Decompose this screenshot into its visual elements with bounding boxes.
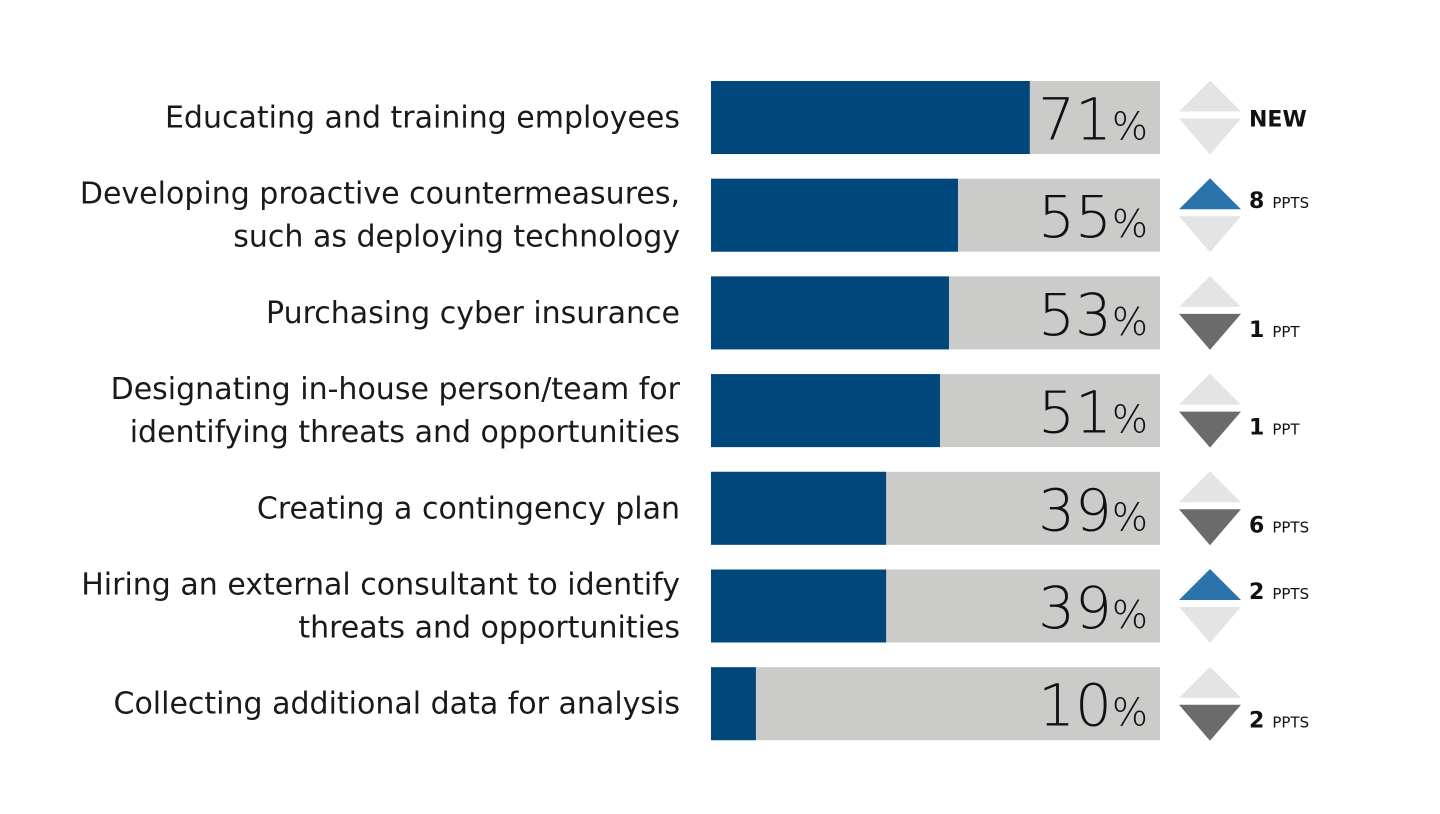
up-arrow-icon bbox=[1179, 275, 1241, 307]
data-label-number: 55 bbox=[1038, 183, 1112, 251]
data-label-number: 39 bbox=[1038, 476, 1112, 544]
up-arrow-icon bbox=[1179, 471, 1241, 503]
bar bbox=[711, 471, 887, 545]
data-label: 53% bbox=[1038, 281, 1148, 349]
data-label: 55% bbox=[1038, 183, 1148, 251]
data-label-number: 10 bbox=[1038, 672, 1112, 740]
change-label: 2 PPTS bbox=[1249, 580, 1309, 605]
change-label: 2 PPTS bbox=[1249, 709, 1309, 734]
down-arrow-icon bbox=[1179, 216, 1241, 253]
data-label-number: 39 bbox=[1038, 574, 1112, 642]
data-label: 39% bbox=[1038, 476, 1148, 544]
data-label-number: 71 bbox=[1038, 86, 1112, 154]
category-label: such as deploying technology bbox=[233, 220, 680, 255]
change-label: NEW bbox=[1249, 108, 1307, 133]
change-unit: PPTS bbox=[1272, 194, 1309, 212]
category-label: threats and opportunities bbox=[298, 611, 680, 646]
change-label: 8 PPTS bbox=[1249, 189, 1309, 214]
change-label: 1 PPT bbox=[1249, 416, 1300, 441]
data-label: 10% bbox=[1038, 672, 1148, 740]
change-label: 6 PPTS bbox=[1249, 513, 1309, 538]
data-label-unit: % bbox=[1112, 593, 1148, 637]
change-value: 2 bbox=[1249, 580, 1264, 605]
up-arrow-icon bbox=[1179, 569, 1241, 600]
change-value: 6 bbox=[1249, 513, 1264, 538]
category-label: Collecting additional data for analysis bbox=[114, 687, 681, 722]
bar bbox=[711, 81, 1030, 154]
bar-track bbox=[711, 667, 1160, 741]
down-arrow-icon bbox=[1179, 313, 1241, 350]
down-arrow-icon bbox=[1179, 607, 1241, 643]
bar bbox=[711, 374, 940, 448]
change-value: 2 bbox=[1249, 709, 1264, 734]
change-label: 1 PPT bbox=[1249, 318, 1300, 343]
category-label: Hiring an external consultant to identif… bbox=[81, 568, 680, 603]
change-unit: PPT bbox=[1272, 421, 1300, 439]
change-value: 1 bbox=[1249, 416, 1264, 441]
category-label: Educating and training employees bbox=[165, 101, 680, 136]
up-arrow-icon bbox=[1179, 80, 1241, 112]
data-label-unit: % bbox=[1112, 495, 1148, 539]
category-label: identifying threats and opportunities bbox=[130, 415, 680, 450]
change-unit: PPTS bbox=[1272, 714, 1309, 732]
data-label-unit: % bbox=[1112, 691, 1148, 735]
bar bbox=[711, 569, 887, 643]
bar bbox=[711, 667, 756, 741]
bar bbox=[711, 178, 958, 252]
down-arrow-icon bbox=[1179, 704, 1241, 741]
down-arrow-icon bbox=[1179, 118, 1241, 155]
change-value: 8 bbox=[1249, 189, 1264, 214]
data-label: 71% bbox=[1038, 86, 1148, 154]
down-arrow-icon bbox=[1179, 411, 1241, 448]
category-label: Developing proactive countermeasures, bbox=[80, 177, 680, 212]
up-arrow-icon bbox=[1179, 373, 1241, 405]
up-arrow-icon bbox=[1179, 666, 1241, 698]
change-unit: PPTS bbox=[1272, 585, 1309, 603]
bar bbox=[711, 276, 949, 350]
change-unit: PPTS bbox=[1272, 518, 1309, 536]
data-label-unit: % bbox=[1112, 202, 1148, 246]
category-label: Purchasing cyber insurance bbox=[266, 296, 680, 331]
down-arrow-icon bbox=[1179, 509, 1241, 546]
data-label-unit: % bbox=[1112, 105, 1148, 149]
data-label-number: 51 bbox=[1038, 379, 1112, 447]
data-label-unit: % bbox=[1112, 398, 1148, 442]
data-label: 39% bbox=[1038, 574, 1148, 642]
data-label-number: 53 bbox=[1038, 281, 1112, 349]
data-label: 51% bbox=[1038, 379, 1148, 447]
data-label-unit: % bbox=[1112, 300, 1148, 344]
up-arrow-icon bbox=[1179, 178, 1241, 210]
change-value: 1 bbox=[1249, 318, 1264, 343]
category-label: Designating in-house person/team for bbox=[111, 372, 681, 407]
category-label: Creating a contingency plan bbox=[257, 491, 680, 526]
change-unit: PPT bbox=[1272, 323, 1300, 341]
